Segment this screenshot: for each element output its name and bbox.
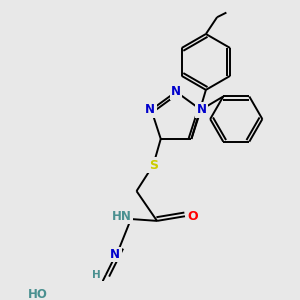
- Text: HN: HN: [112, 210, 132, 223]
- Text: N: N: [197, 103, 207, 116]
- Text: N: N: [145, 103, 155, 116]
- Text: N: N: [110, 248, 120, 261]
- Text: N: N: [171, 85, 181, 98]
- Text: O: O: [187, 210, 198, 223]
- Text: H: H: [92, 270, 101, 280]
- Text: S: S: [149, 158, 158, 172]
- Text: HO: HO: [28, 288, 48, 300]
